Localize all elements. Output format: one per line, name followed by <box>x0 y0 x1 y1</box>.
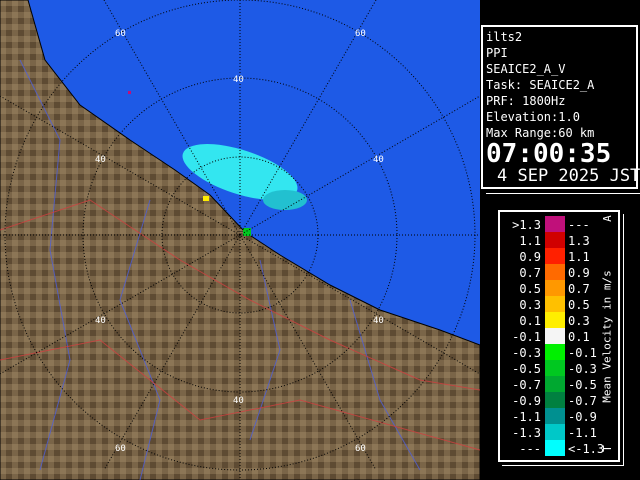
elevation-value: Elevation:1.0 <box>486 110 580 124</box>
legend-upper-value: <-1.3 <box>568 442 605 456</box>
legend-row: 1.1 1.3 <box>500 232 618 248</box>
legend-row: -1.3 -1.1 <box>500 424 618 440</box>
legend-row: 0.7 0.9 <box>500 264 618 280</box>
legend-lower-value: >1.3 <box>512 218 541 232</box>
legend-row: -0.5 -0.3 <box>500 360 618 376</box>
legend-row: 0.3 0.5 <box>500 296 618 312</box>
ring-label: 60 <box>115 444 126 454</box>
legend-lower-value: -1.1 <box>512 410 541 424</box>
legend-upper-value: --- <box>568 218 590 232</box>
legend-row: 0.5 0.7 <box>500 280 618 296</box>
range-rings <box>0 0 480 480</box>
legend-row: -0.9 -0.7 <box>500 392 618 408</box>
legend-color-swatch <box>545 248 565 264</box>
legend-lower-value: -0.3 <box>512 346 541 360</box>
legend-lower-value: 0.7 <box>519 266 541 280</box>
scan-mode: PPI <box>486 46 508 60</box>
max-range-value: Max Range:60 km <box>486 126 595 140</box>
ring-label: 60 <box>355 444 366 454</box>
boundaries <box>0 199 480 451</box>
legend-lower-value: -0.1 <box>512 330 541 344</box>
legend-upper-value: 0.5 <box>568 298 590 312</box>
prf-value: PRF: 1800Hz <box>486 94 566 108</box>
ring-label: 40 <box>233 396 244 406</box>
legend-lower-value: -1.3 <box>512 426 541 440</box>
legend-color-swatch <box>545 392 565 408</box>
ring-label: 60 <box>115 29 126 39</box>
legend-lower-value: -0.7 <box>512 378 541 392</box>
observation-date: 4 SEP 2025 JST <box>497 166 640 186</box>
color-legend: >1.3 --- 1.1 1.3 0.9 1.1 0.7 0.9 0.5 0.7 0.3 0.5 0.1… <box>498 210 620 462</box>
legend-row: --- <-1.3 <box>500 440 618 456</box>
ring-label: 40 <box>95 155 106 165</box>
legend-row: -1.1 -0.9 <box>500 408 618 424</box>
legend-upper-value: -0.5 <box>568 378 597 392</box>
legend-lower-value: -0.9 <box>512 394 541 408</box>
ring-label: 60 <box>355 29 366 39</box>
legend-color-swatch <box>545 328 565 344</box>
task-name: Task: SEAICE2_A <box>486 78 595 92</box>
info-panel: ilts2 PPI SEAICE2_A_V Task: SEAICE2_A PR… <box>481 25 640 189</box>
ring-label: 40 <box>233 75 244 85</box>
legend-bottom-mark: T <box>600 445 614 452</box>
legend-lower-value: 0.9 <box>519 250 541 264</box>
legend-top-mark: A <box>600 215 614 222</box>
legend-unit-label: Mean Velocity in m/s <box>600 270 614 403</box>
legend-upper-value: 1.3 <box>568 234 590 248</box>
legend-upper-value: 0.1 <box>568 330 590 344</box>
legend-upper-value: 0.3 <box>568 314 590 328</box>
legend-color-swatch <box>545 264 565 280</box>
legend-upper-value: 1.1 <box>568 250 590 264</box>
legend-row: >1.3 --- <box>500 216 618 232</box>
legend-lower-value: -0.5 <box>512 362 541 376</box>
legend-lower-value: 1.1 <box>519 234 541 248</box>
legend-upper-value: 0.9 <box>568 266 590 280</box>
legend-upper-value: -0.9 <box>568 410 597 424</box>
legend-upper-value: -0.7 <box>568 394 597 408</box>
legend-color-swatch <box>545 424 565 440</box>
ring-label: 40 <box>95 316 106 326</box>
ring-label: 40 <box>373 155 384 165</box>
legend-row: -0.1 0.1 <box>500 328 618 344</box>
ring-label: 40 <box>373 316 384 326</box>
legend-color-swatch <box>545 344 565 360</box>
legend-color-swatch <box>545 360 565 376</box>
legend-row: 0.1 0.3 <box>500 312 618 328</box>
legend-row: -0.7 -0.5 <box>500 376 618 392</box>
radar-ppi-map[interactable]: 60 60 40 40 40 40 40 40 60 60 <box>0 0 480 480</box>
legend-row: 0.9 1.1 <box>500 248 618 264</box>
legend-color-swatch <box>545 296 565 312</box>
radar-name: ilts2 <box>486 30 523 44</box>
legend-color-swatch <box>545 408 565 424</box>
legend-color-swatch <box>545 376 565 392</box>
legend-color-swatch <box>545 440 565 456</box>
observation-time: 07:00:35 <box>486 139 612 169</box>
legend-upper-value: -0.1 <box>568 346 597 360</box>
product-name: SEAICE2_A_V <box>486 62 566 76</box>
legend-lower-value: 0.5 <box>519 282 541 296</box>
legend-color-swatch <box>545 312 565 328</box>
legend-lower-value: 0.3 <box>519 298 541 312</box>
rivers <box>19 59 421 480</box>
legend-color-swatch <box>545 216 565 232</box>
legend-lower-value: 0.1 <box>519 314 541 328</box>
legend-color-swatch <box>545 280 565 296</box>
legend-upper-value: 0.7 <box>568 282 590 296</box>
legend-color-swatch <box>545 232 565 248</box>
legend-upper-value: -0.3 <box>568 362 597 376</box>
legend-lower-value: --- <box>519 442 541 456</box>
legend-upper-value: -1.1 <box>568 426 597 440</box>
legend-row: -0.3 -0.1 <box>500 344 618 360</box>
